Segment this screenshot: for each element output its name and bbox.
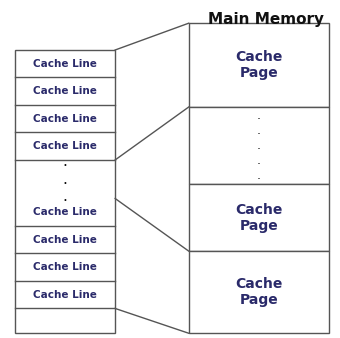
Text: Cache Line: Cache Line — [33, 235, 97, 245]
Text: Main Memory: Main Memory — [208, 12, 324, 27]
Text: .
.
.: . . . — [63, 154, 67, 204]
Text: Cache Line: Cache Line — [33, 262, 97, 272]
Text: Cache Line: Cache Line — [33, 290, 97, 300]
Text: Cache
Page: Cache Page — [235, 277, 283, 307]
Text: Cache Line: Cache Line — [33, 207, 97, 217]
Text: Cache
Page: Cache Page — [235, 202, 283, 233]
Text: Cache Line: Cache Line — [33, 114, 97, 124]
Text: Cache Line: Cache Line — [33, 141, 97, 151]
FancyBboxPatch shape — [189, 23, 329, 107]
Text: Cache Line: Cache Line — [33, 59, 97, 69]
FancyBboxPatch shape — [189, 107, 329, 184]
Text: .
.
.
.
.: . . . . . — [257, 109, 261, 182]
FancyBboxPatch shape — [189, 184, 329, 251]
Text: Cache Line: Cache Line — [33, 86, 97, 96]
FancyBboxPatch shape — [15, 50, 115, 333]
Text: Cache
Page: Cache Page — [235, 50, 283, 80]
FancyBboxPatch shape — [189, 251, 329, 333]
